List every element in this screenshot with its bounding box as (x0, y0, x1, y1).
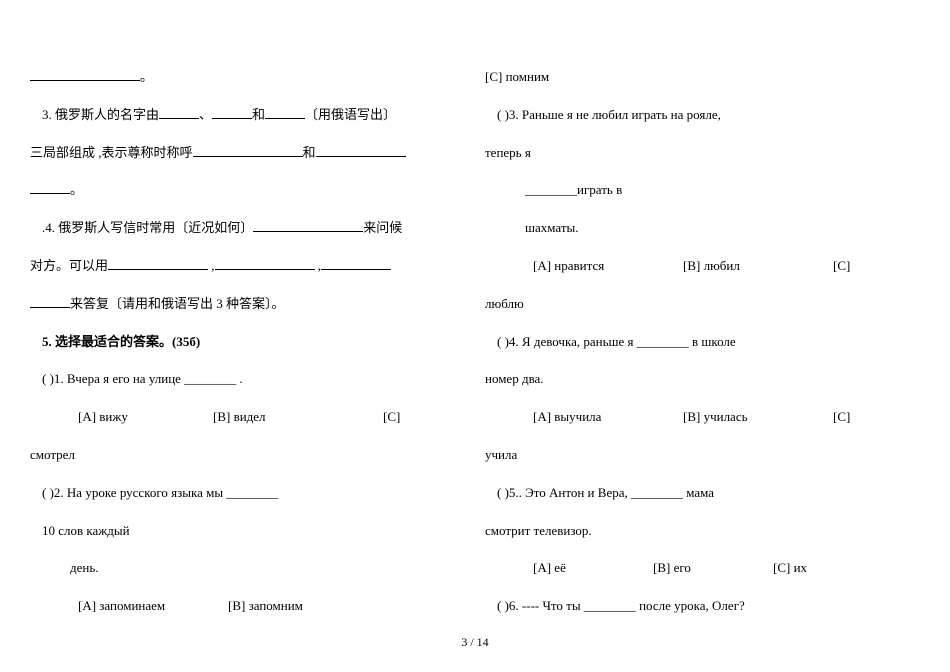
text: 。 (70, 182, 83, 197)
text: 三局部组成 ,表示尊称时称呼 (30, 145, 193, 160)
q2-a: [А] запоминаем (78, 589, 228, 623)
blank (321, 256, 391, 270)
text: 对方。可以用 (30, 258, 108, 273)
q2-stem3: день. (30, 551, 445, 585)
q1-options: [А] вижу [В] видел [С] (30, 400, 445, 434)
q5-a: [А] её (533, 551, 653, 585)
text: 。 (140, 69, 153, 84)
text: 来问候 (363, 220, 402, 235)
blank (265, 105, 305, 119)
q4-stem1: ( )4. Я девочка, раньше я ________ в шко… (485, 325, 900, 359)
text: 、 (199, 107, 212, 122)
two-columns: 。 3. 俄罗斯人的名字由、和〔用俄语写出〕 三局部组成 ,表示尊称时称呼和 。… (30, 60, 900, 620)
item-4-line2: 对方。可以用 , , (30, 249, 445, 283)
q2-b: [В] запомним (228, 589, 303, 623)
q2-stem2: 10 слов каждый (30, 514, 445, 548)
q3-stem1: ( )3. Раньше я не любил играть на рояле, (485, 98, 900, 132)
q3-stem2: теперь я (485, 136, 900, 170)
blank (316, 143, 406, 157)
blank (30, 67, 140, 81)
blank (159, 105, 199, 119)
q3-stem4: шахматы. (485, 211, 900, 245)
right-column: [С] помним ( )3. Раньше я не любил играт… (485, 60, 900, 620)
q1-stem: ( )1. Вчера я его на улице ________ . (30, 362, 445, 396)
line-tail-1: 。 (30, 60, 445, 94)
blank (212, 105, 252, 119)
q6-stem: ( )6. ---- Что ты ________ после урока, … (485, 589, 900, 623)
item-3-line3: 。 (30, 173, 445, 207)
q2-c: [С] помним (485, 60, 900, 94)
num: 3. (42, 107, 52, 122)
q3-options: [А] нравится [В] любил [С] (485, 249, 900, 283)
section-5-title: 5. 选择最适合的答案。(35б) (30, 325, 445, 359)
text: 俄罗斯人的名字由 (52, 107, 159, 122)
q2-options: [А] запоминаем [В] запомним (30, 589, 445, 623)
q4-cont: учила (485, 438, 900, 472)
blank (30, 294, 70, 308)
blank (30, 180, 70, 194)
left-column: 。 3. 俄罗斯人的名字由、和〔用俄语写出〕 三局部组成 ,表示尊称时称呼和 。… (30, 60, 445, 620)
item-4-line3: 来答复〔请用和俄语写出 3 种答案〕。 (30, 287, 445, 321)
q3-b: [В] любил (683, 249, 833, 283)
text: 〔用俄语写出〕 (305, 107, 396, 122)
text: 和 (303, 145, 316, 160)
page-number: 3 / 14 (0, 635, 950, 650)
q4-b: [В] училась (683, 400, 833, 434)
q3-c: [С] (833, 249, 850, 283)
blank (253, 218, 363, 232)
q4-a: [А] выучила (533, 400, 683, 434)
q2-stem: ( )2. На уроке русского языка мы _______… (30, 476, 445, 510)
q5-options: [А] её [В] его [С] их (485, 551, 900, 585)
blank (108, 256, 208, 270)
q5-b: [В] его (653, 551, 773, 585)
text: 和 (252, 107, 265, 122)
q1-b: [В] видел (213, 400, 383, 434)
q4-stem2: номер два. (485, 362, 900, 396)
item-4: .4. 俄罗斯人写信时常用〔近况如何〕 来问候 (30, 211, 445, 245)
q5-stem1: ( )5.. Это Антон и Вера, ________ мама (485, 476, 900, 510)
item-3: 3. 俄罗斯人的名字由 、 和 〔用俄语写出〕 (30, 98, 445, 132)
page: 。 3. 俄罗斯人的名字由、和〔用俄语写出〕 三局部组成 ,表示尊称时称呼和 。… (0, 0, 950, 672)
blank (215, 256, 315, 270)
q4-c: [С] (833, 400, 850, 434)
q5-c: [С] их (773, 551, 807, 585)
q5-stem2: смотрит телевизор. (485, 514, 900, 548)
q1-cont: смотрел (30, 438, 445, 472)
q3-cont: люблю (485, 287, 900, 321)
num: .4. (42, 220, 55, 235)
q3-stem3: ________играть в (485, 173, 900, 207)
q1-c: [С] (383, 400, 400, 434)
blank (193, 143, 303, 157)
q3-a: [А] нравится (533, 249, 683, 283)
q4-options: [А] выучила [В] училась [С] (485, 400, 900, 434)
q1-a: [А] вижу (78, 400, 213, 434)
text: 俄罗斯人写信时常用〔近况如何〕 (55, 220, 253, 235)
text: 来答复〔请用和俄语写出 3 种答案〕。 (70, 296, 285, 311)
item-3-line2: 三局部组成 ,表示尊称时称呼 和 (30, 136, 445, 170)
